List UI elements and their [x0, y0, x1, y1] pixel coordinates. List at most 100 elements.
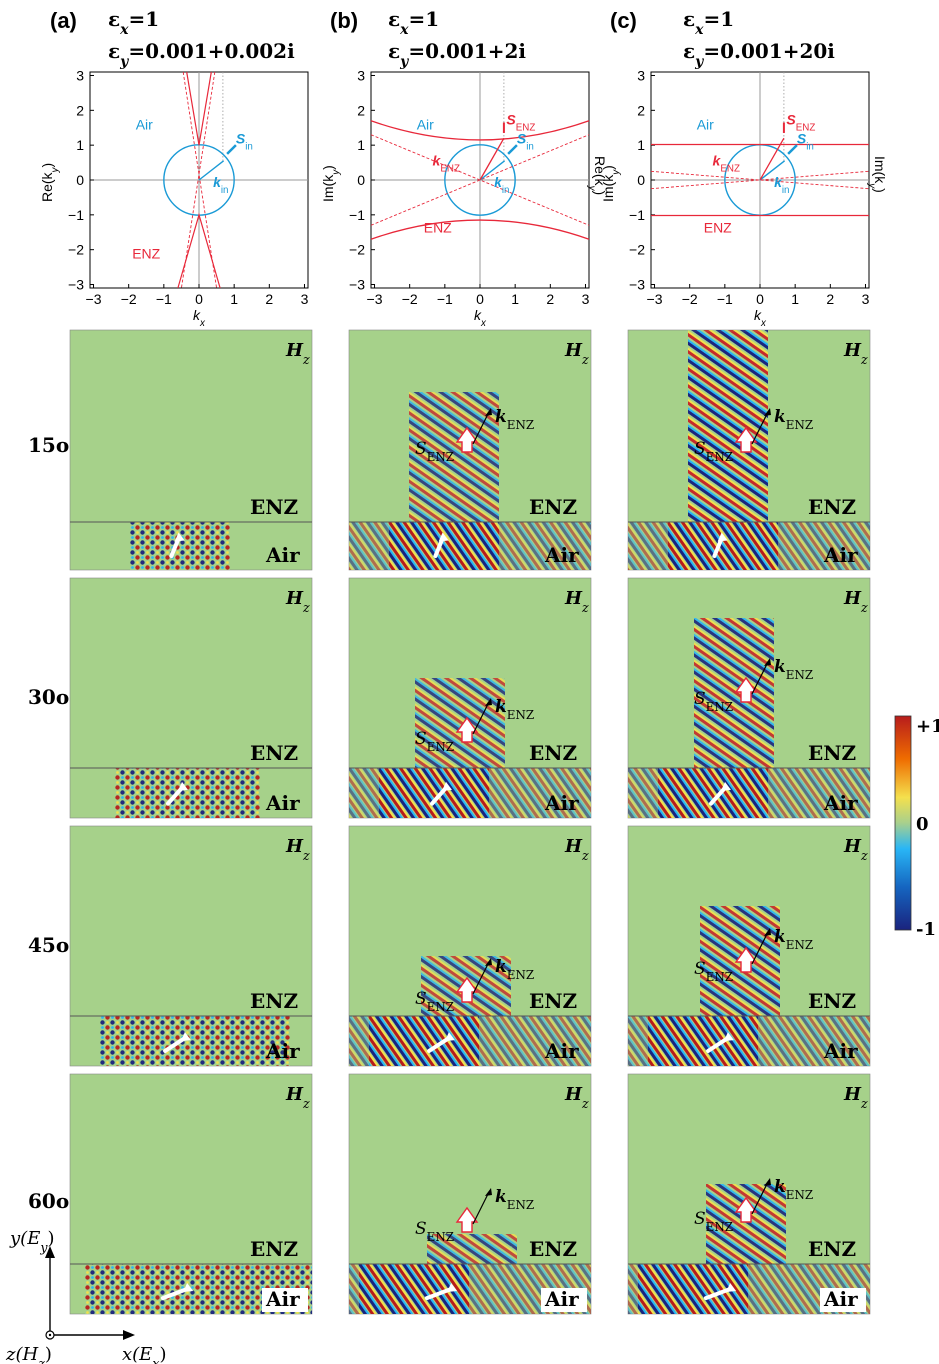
s-enz-field-label: SENZ: [694, 439, 733, 464]
text-span: ENZ: [427, 450, 454, 464]
text-span: H: [564, 340, 583, 361]
text-span: ENZ: [706, 970, 733, 984]
s-enz-field-label: SENZ: [415, 989, 454, 1014]
x-axis-label: kx: [754, 307, 767, 329]
field-pattern: [415, 678, 505, 768]
text-span: k: [433, 152, 442, 168]
k-enz-field-label: kENZ: [495, 957, 534, 982]
text-span: ): [39, 163, 55, 168]
s-enz-arrow: [455, 716, 479, 743]
text-span: z: [581, 352, 589, 367]
air-region-label: Air: [823, 791, 858, 815]
text-span: S: [517, 130, 527, 146]
hz-label: Hz: [843, 588, 868, 615]
k-enz-field-label: kENZ: [774, 657, 813, 682]
panel-label: (a): [50, 8, 77, 33]
enz-region-label: ENZ: [529, 989, 577, 1013]
text-span: 60: [28, 1189, 56, 1213]
air-region-label: Air: [265, 791, 300, 815]
incident-arrow-head: [178, 781, 188, 791]
text-span: k: [774, 657, 786, 677]
angle-row-3: 45oHzENZAirHzENZAirSENZkENZHzENZAirSENZk…: [28, 825, 871, 1067]
enz-curve-dashed: [370, 134, 590, 226]
angle-label: 45o: [28, 933, 69, 957]
k-enz-arrow: [751, 1181, 769, 1215]
text-span: Air: [823, 791, 858, 815]
y-tick-label: 3: [357, 67, 365, 83]
enz-region-label: ENZ: [529, 1237, 577, 1261]
k-enz-arrow: [472, 411, 490, 445]
y-axis-label-left: Im(ky): [320, 165, 342, 202]
s-in-arrow: [507, 144, 518, 155]
colorbar-max: +1: [916, 716, 939, 737]
s-enz-arrow: [455, 1206, 479, 1233]
enz-curve: [186, 71, 212, 146]
field-panel: Hz ENZ Air: [69, 577, 313, 819]
x-tick-label: −3: [367, 291, 383, 307]
colorbar-min: -1: [916, 919, 936, 940]
angle-label: 15o: [28, 433, 69, 457]
text-span: o: [56, 433, 69, 457]
x-tick-label: −2: [682, 291, 698, 307]
air-region-label: Air: [265, 1039, 300, 1063]
text-span: =0.001+20i: [703, 39, 835, 63]
enz-region-label: ENZ: [808, 1237, 856, 1261]
y-axis-arrow-head: [45, 1246, 55, 1258]
text-span: Air: [697, 116, 714, 132]
text-span: y(E: [9, 1228, 40, 1249]
text-span: x: [119, 22, 129, 38]
s-enz-field-label: SENZ: [694, 689, 733, 714]
colorbar-gradient: [894, 715, 912, 931]
text-span: z: [581, 848, 589, 863]
text-span: k: [774, 174, 783, 190]
colorbar-mid: 0: [916, 814, 929, 835]
text-span: ENZ: [507, 968, 534, 982]
field-panel: Hz ENZ Air: [69, 825, 313, 1067]
field-pattern: [389, 522, 499, 570]
enz-region-label: ENZ: [808, 495, 856, 519]
text-span: (c): [610, 8, 637, 33]
text-span: x: [199, 318, 206, 329]
air-dispersion-circle: [444, 144, 516, 216]
k-enz-arrow: [479, 137, 505, 181]
panel-label: (c): [610, 8, 637, 33]
air-region-label: Air: [544, 791, 579, 815]
text-span: ENZ: [786, 938, 813, 952]
text-span: ENZ: [704, 219, 732, 235]
text-span: Im(k: [320, 174, 336, 202]
s-enz-field-label: SENZ: [415, 439, 454, 464]
text-span: z: [860, 848, 868, 863]
text-span: ENZ: [507, 1198, 534, 1212]
z-axis-label: z(Hz): [5, 1344, 52, 1364]
text-span: H: [843, 588, 862, 609]
k-enz-arrow-head: [485, 698, 492, 706]
column-1-header: (a) εx=1εy=0.001+0.002i−3−3−2−2−1−1001122…: [39, 7, 309, 329]
k-enz-label: kENZ: [433, 152, 460, 174]
incident-arrow-head: [438, 532, 449, 542]
text-span: Air: [544, 543, 579, 567]
enz-region-label: ENZ: [529, 495, 577, 519]
y-tick-label: −3: [629, 277, 645, 293]
text-span: y: [39, 1240, 48, 1255]
text-span: ENZ: [427, 740, 454, 754]
s-enz-arrow: [734, 1196, 758, 1223]
incident-arrow-head: [444, 1032, 455, 1042]
text-span: ENZ: [427, 1000, 454, 1014]
text-span: ENZ: [529, 989, 577, 1013]
axes-indicator: y(Ey)x(Ex)z(Hz): [5, 1228, 166, 1364]
k-enz-arrow: [759, 137, 785, 181]
text-span: H: [843, 340, 862, 361]
s-enz-label: SENZ: [786, 111, 815, 132]
text-span: ENZ: [786, 418, 813, 432]
air-label: Air: [136, 116, 153, 132]
text-span: ENZ: [529, 741, 577, 765]
text-span: y: [331, 169, 342, 176]
text-span: x: [399, 22, 409, 38]
text-span: Air: [265, 1287, 300, 1311]
text-span: z: [302, 600, 310, 615]
